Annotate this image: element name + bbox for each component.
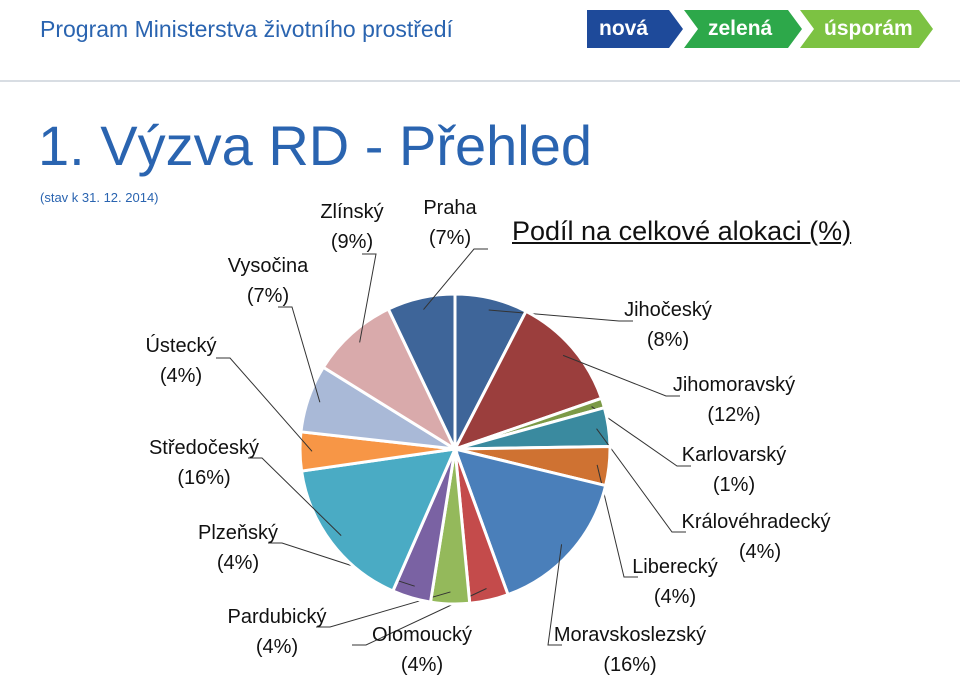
slice-label-7: Pardubický [228,606,327,628]
slice-pct-12: (9%) [331,231,373,253]
slice-label-12: Zlínský [320,201,383,223]
slice-pct-3: (4%) [739,541,781,563]
slice-pct-2: (1%) [713,474,755,496]
pie-slice-1 [451,309,604,452]
pie-slice-12 [321,307,459,453]
slice-pct-6: (4%) [401,654,443,676]
header: Program Ministerstva životního prostředí… [0,0,960,80]
chevron-usporam: úsporám [800,10,933,48]
slice-label-8: Plzeňský [198,522,278,544]
slice-label-4: Liberecký [632,556,718,578]
slice-pct-4: (4%) [654,586,696,608]
leader-line-2 [591,406,691,467]
slice-pct-9: (16%) [177,467,230,489]
slide-title: 1. Výzva RD - Přehled [38,114,592,177]
leader-line-11 [278,306,321,403]
slice-label-11: Vysočina [228,255,309,277]
chevron-zelena: zelená [684,10,802,48]
leader-line-3 [596,428,686,533]
slice-pct-0: (8%) [647,329,689,351]
slice-label-0: Jihočeský [624,299,712,321]
slice-pct-10: (4%) [160,365,202,387]
slice-label-5: Moravskoslezský [554,624,706,646]
chart-title: Podíl na celkové alokaci (%) [512,216,852,246]
slice-label-13: Praha [423,197,477,219]
slice-pct-11: (7%) [247,285,289,307]
leader-line-13 [423,248,488,310]
leader-line-10 [216,357,313,452]
leader-line-6 [352,588,487,646]
slice-label-10: Ústecký [145,334,216,357]
leader-line-9 [248,457,342,536]
slice-pct-13: (7%) [429,227,471,249]
slice-pct-7: (4%) [256,636,298,658]
slide-date: (stav k 31. 12. 2014) [40,190,159,205]
header-divider [0,80,960,82]
leader-line-4 [596,464,638,578]
pie-slice-5 [452,446,608,597]
program-brand: Program Ministerstva životního prostředí [40,16,453,42]
slice-label-3: Královéhradecký [682,511,831,533]
leader-line-1 [562,354,680,397]
slice-pct-8: (4%) [217,552,259,574]
slice-pct-1: (12%) [707,404,760,426]
slice-pct-5: (16%) [603,654,656,676]
slice-label-9: Středočeský [149,437,259,459]
leader-line-5 [547,544,563,646]
leader-line-7 [316,591,451,628]
pie-slice-9 [299,447,458,593]
slice-label-1: Jihomoravský [673,374,795,396]
slice-label-6: Olomoucký [372,624,472,646]
pie-slice-13 [386,292,457,450]
slice-label-2: Karlovarský [682,444,786,466]
leader-line-12 [359,253,377,343]
chevron-nova: nová [587,10,683,48]
